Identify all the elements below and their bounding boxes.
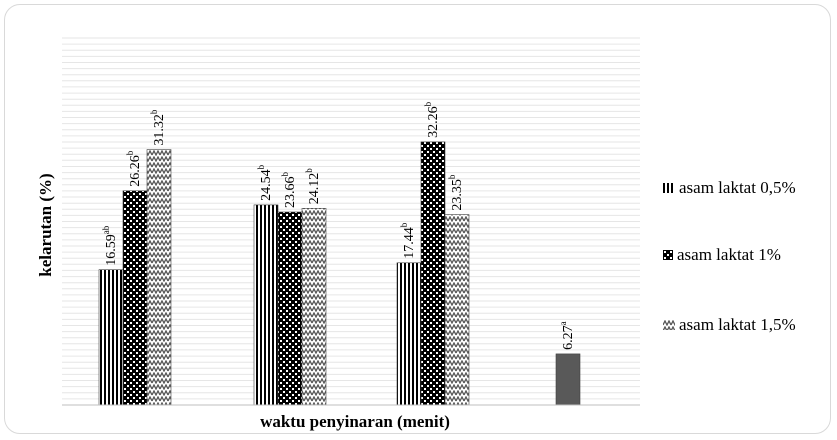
data-label: 23.66b: [280, 172, 298, 209]
bar-checker: [555, 353, 581, 406]
data-label: 31.32b: [149, 109, 167, 146]
legend-label-3: asam laktat 1,5%: [679, 315, 796, 334]
bar-zigzag: [146, 149, 172, 406]
legend-item-3: asam laktat 1,5%: [663, 315, 796, 335]
bar-vertical-stripes: [253, 204, 279, 406]
data-label: 32.26b: [423, 101, 441, 138]
data-label: 24.54b: [256, 164, 274, 201]
legend-swatch-checker: [663, 250, 673, 260]
data-label: 16.59ab: [101, 225, 119, 265]
bar-zigzag: [444, 214, 470, 406]
bars: [98, 141, 581, 406]
data-labels: 16.59ab 26.26b 31.32b 24.54b 23.66b 24.12b 17.…: [101, 101, 576, 350]
bar-checker: [420, 141, 446, 406]
chart-frame: [4, 4, 831, 434]
legend-label-2: asam laktat 1%: [677, 245, 781, 264]
legend-item-2: asam laktat 1%: [663, 245, 781, 265]
data-label: 26.26b: [125, 150, 143, 187]
data-label: 23.35b: [447, 174, 465, 211]
legend-label-1: asam laktat 0,5%: [679, 178, 796, 197]
data-label: 24.12b: [304, 168, 322, 205]
bar-vertical-stripes: [396, 262, 422, 406]
legend-item-1: asam laktat 0,5%: [663, 178, 796, 198]
bar-checker: [277, 211, 303, 406]
y-axis-title: kelarutan (%): [36, 173, 55, 276]
legend-swatch-zigzag: [663, 320, 675, 330]
data-label: 6.27a: [558, 321, 576, 350]
legend-swatch-vertical-stripes: [663, 183, 675, 193]
bar-vertical-stripes: [98, 269, 124, 406]
data-label: 17.44b: [399, 222, 417, 259]
bar-checker: [122, 190, 148, 406]
bar-zigzag: [301, 208, 327, 406]
x-axis-title: waktu penyinaran (menit): [260, 412, 450, 431]
